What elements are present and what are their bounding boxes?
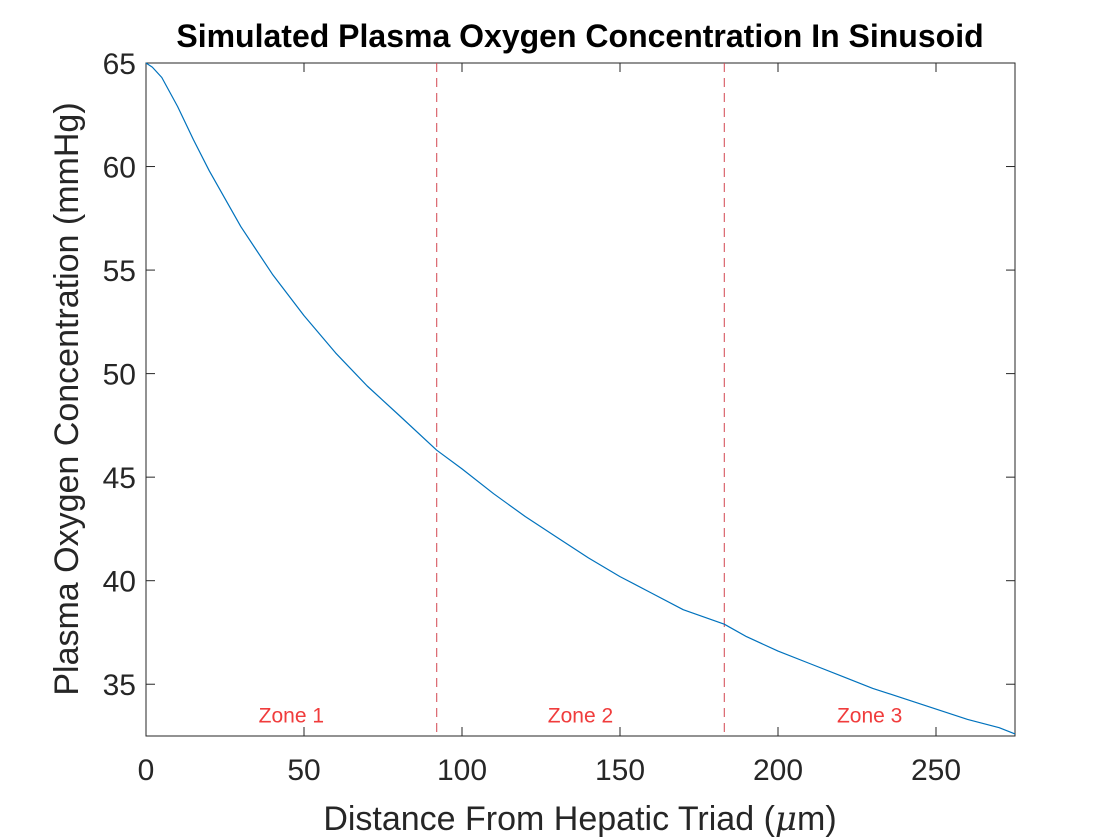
y-tick-label: 35 (103, 669, 136, 702)
plot-area: 0 50 100 150 200 250 35 40 45 50 55 60 65 Zone 1 Zone… (103, 48, 1016, 787)
series-line-1 (145, 62, 1016, 735)
x-axis-label: Distance From Hepatic Triad (μm) (323, 799, 836, 839)
zone-label-3: Zone 3 (837, 704, 902, 727)
y-tick-label: 50 (103, 359, 136, 392)
y-tick-label: 40 (103, 566, 136, 599)
y-tick-label: 60 (103, 152, 136, 185)
axes-box (145, 62, 1016, 737)
zone-label-1: Zone 1 (259, 704, 324, 727)
y-tick-label: 65 (103, 48, 136, 81)
x-tick-label: 0 (138, 754, 155, 787)
x-tick-label: 150 (595, 754, 645, 787)
zone-label-2: Zone 2 (548, 704, 613, 727)
y-axis-label: Plasma Oxygen Concentration (mmHg) (48, 102, 86, 695)
y-tick-label: 55 (103, 255, 136, 288)
y-tick-label: 45 (103, 462, 136, 495)
x-tick-label: 250 (911, 754, 961, 787)
x-tick-label: 200 (753, 754, 803, 787)
chart-title: Simulated Plasma Oxygen Concentration In… (176, 18, 983, 54)
x-tick-label: 100 (437, 754, 487, 787)
x-tick-label: 50 (287, 754, 320, 787)
